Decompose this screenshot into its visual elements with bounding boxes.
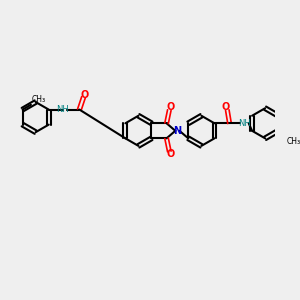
Text: O: O bbox=[222, 102, 230, 112]
Text: NH: NH bbox=[57, 105, 69, 114]
Text: O: O bbox=[167, 102, 175, 112]
Text: NH: NH bbox=[238, 119, 251, 128]
Text: N: N bbox=[173, 126, 181, 136]
Text: O: O bbox=[167, 149, 175, 159]
Text: CH₃: CH₃ bbox=[32, 95, 46, 104]
Text: O: O bbox=[81, 90, 89, 100]
Text: CH₃: CH₃ bbox=[287, 137, 300, 146]
